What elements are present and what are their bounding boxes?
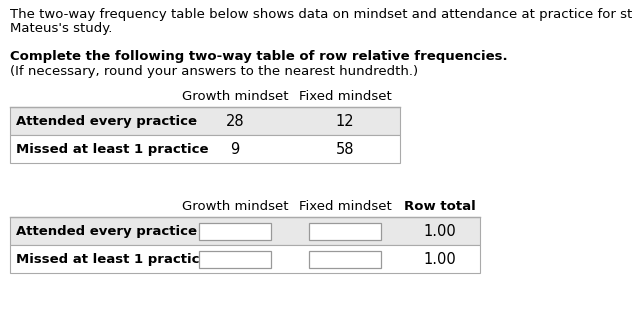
Text: Growth mindset: Growth mindset	[182, 200, 288, 213]
Bar	[10, 245, 480, 273]
Bar	[10, 135, 400, 163]
Text: 12: 12	[336, 114, 355, 129]
Text: 9: 9	[231, 141, 240, 157]
Text: Mateus's study.: Mateus's study.	[10, 22, 112, 35]
Bar	[309, 250, 381, 267]
Text: 28: 28	[226, 114, 245, 129]
Bar	[10, 107, 400, 135]
Bar	[309, 222, 381, 240]
Text: Fixed mindset: Fixed mindset	[299, 200, 391, 213]
Bar	[199, 222, 271, 240]
Text: Attended every practice: Attended every practice	[16, 114, 197, 128]
Text: 58: 58	[336, 141, 355, 157]
Text: 1.00: 1.00	[423, 223, 456, 239]
Bar	[10, 217, 480, 245]
Text: Row total: Row total	[404, 200, 476, 213]
Text: (If necessary, round your answers to the nearest hundredth.): (If necessary, round your answers to the…	[10, 65, 418, 78]
Bar	[199, 250, 271, 267]
Text: 1.00: 1.00	[423, 251, 456, 266]
Text: Missed at least 1 practice: Missed at least 1 practice	[16, 142, 209, 156]
Text: Complete the following two-way table of row relative frequencies.: Complete the following two-way table of …	[10, 50, 507, 63]
Text: The two-way frequency table below shows data on mindset and attendance at practi: The two-way frequency table below shows …	[10, 8, 632, 21]
Text: Attended every practice: Attended every practice	[16, 224, 197, 238]
Text: Growth mindset: Growth mindset	[182, 90, 288, 103]
Text: Fixed mindset: Fixed mindset	[299, 90, 391, 103]
Text: Missed at least 1 practice: Missed at least 1 practice	[16, 252, 209, 266]
